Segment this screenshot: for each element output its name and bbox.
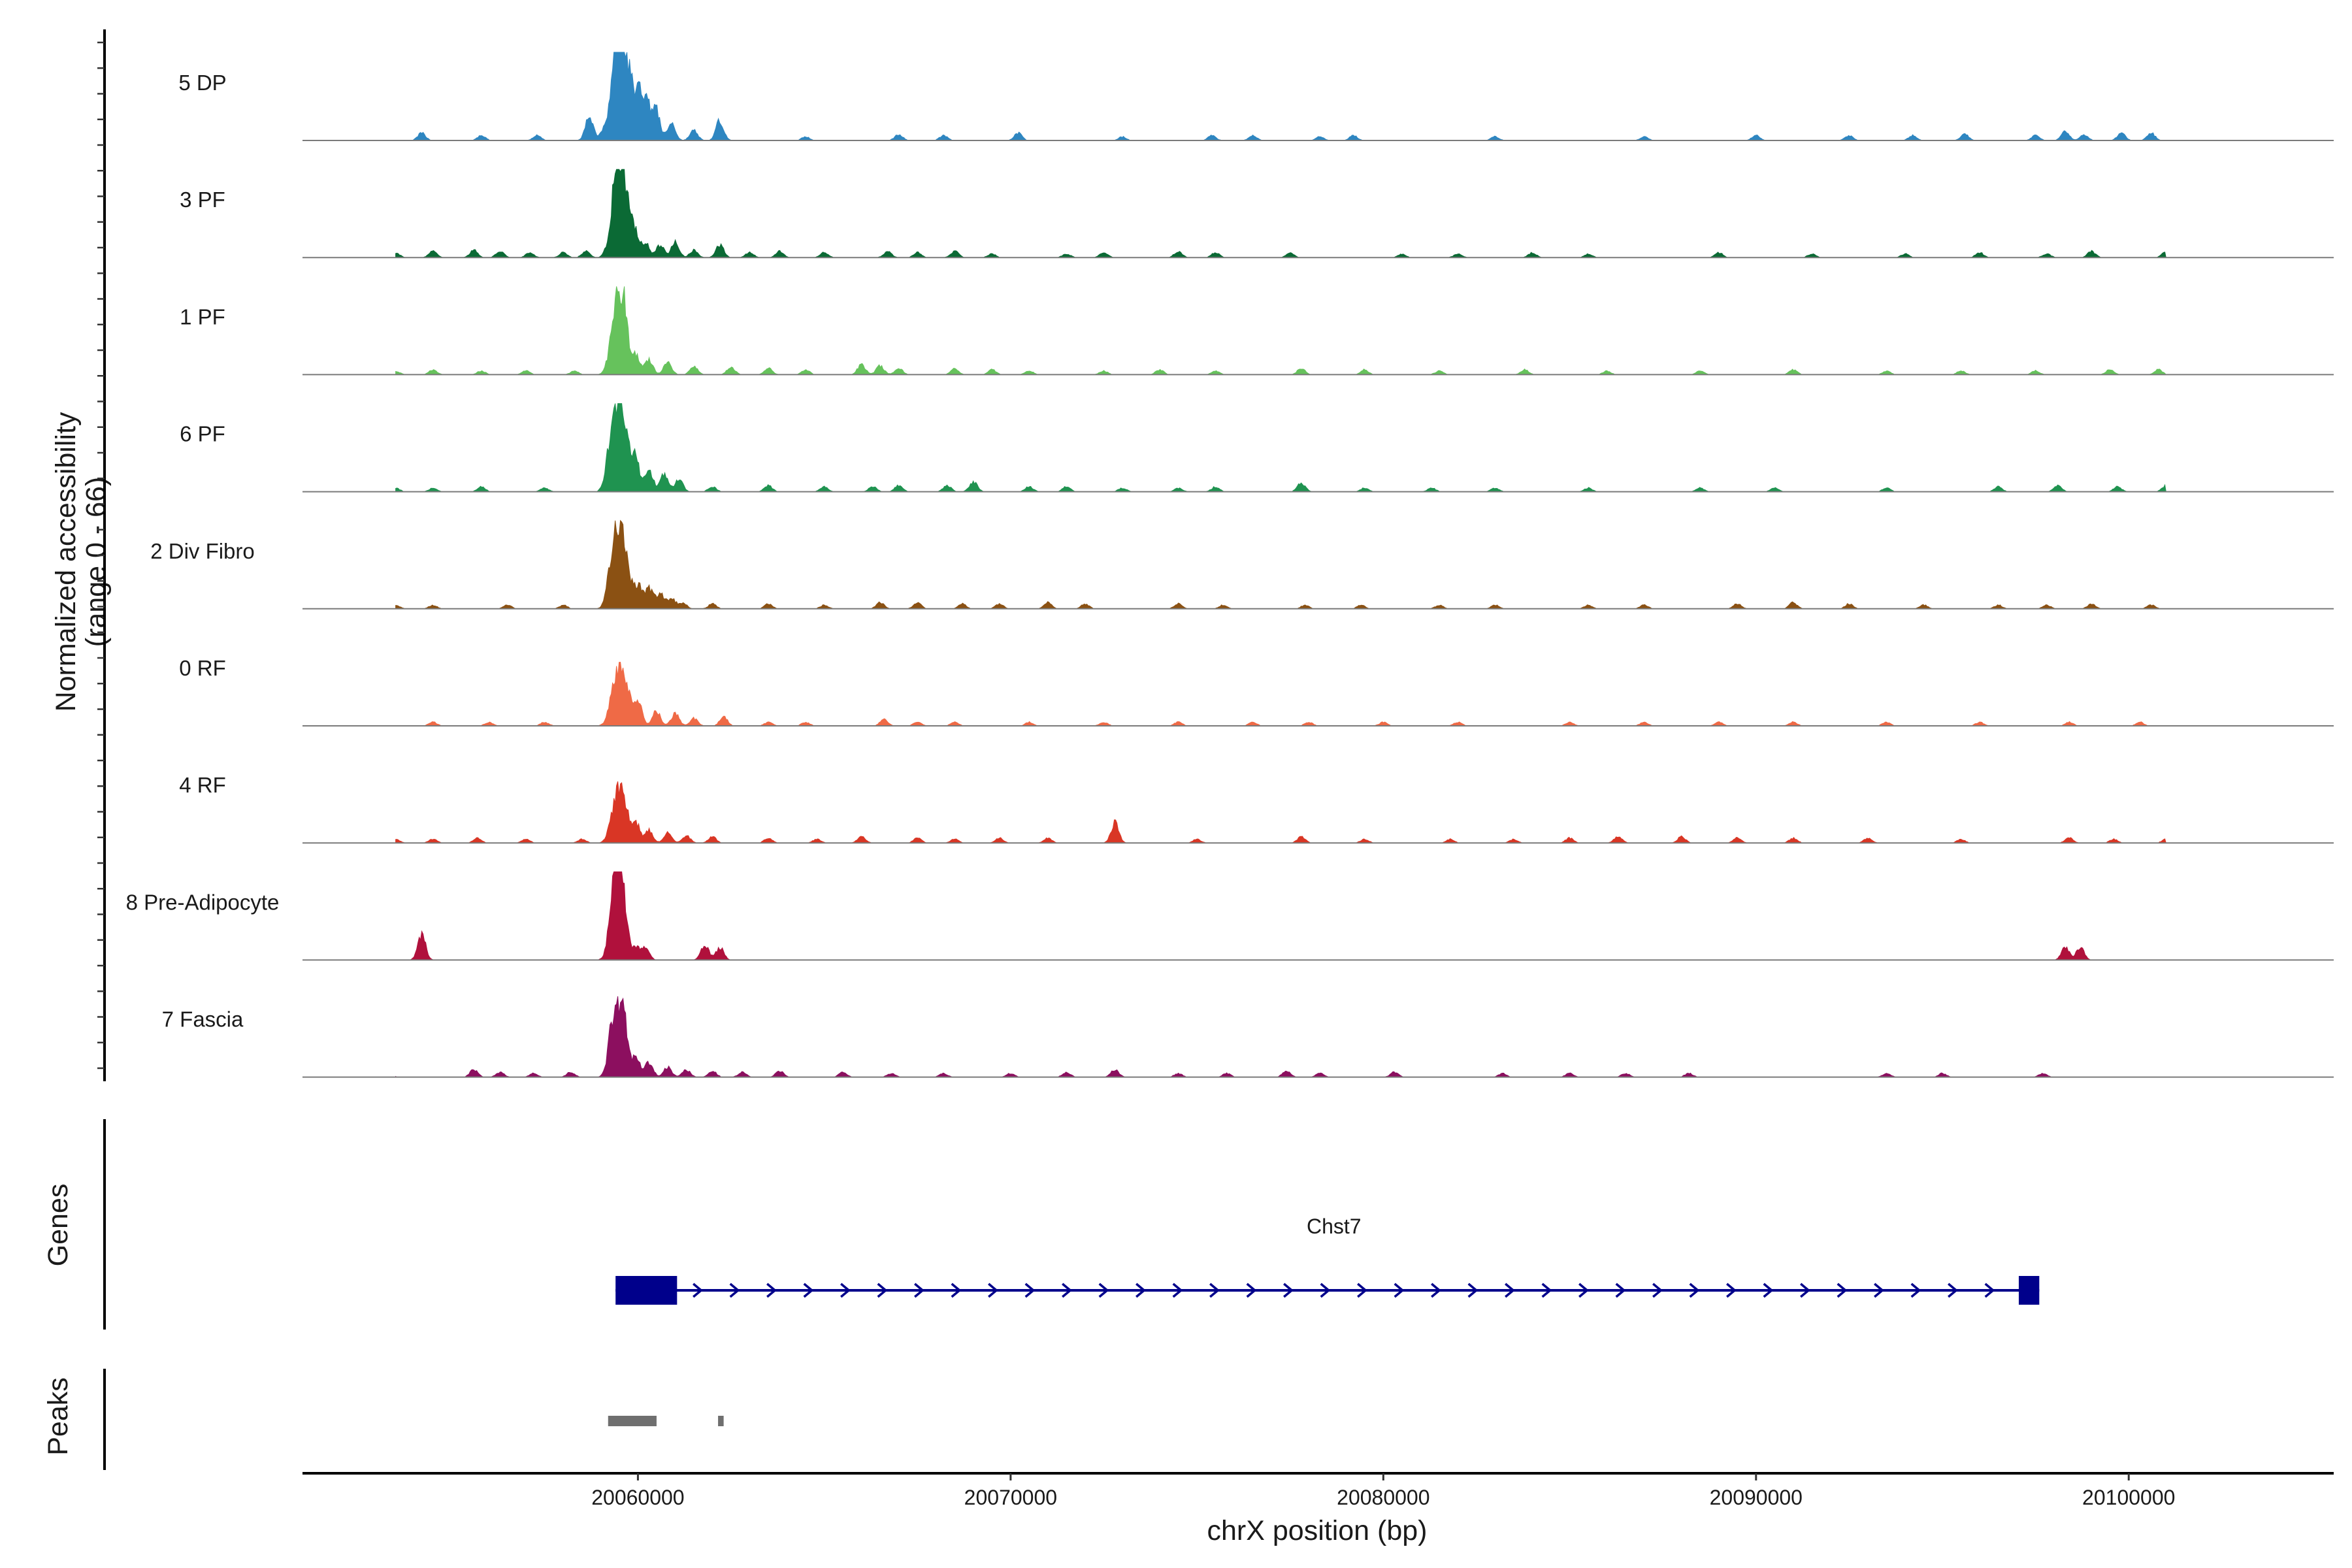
strand-arrow <box>1837 1282 1848 1298</box>
strand-arrow <box>1209 1282 1220 1298</box>
strand-arrow <box>1283 1282 1294 1298</box>
coverage-track: 4 RF <box>179 773 2334 844</box>
strand-arrow <box>1874 1282 1884 1298</box>
track-label: 8 Pre-Adipocyte <box>126 890 280 914</box>
x-tick-label: 20090000 <box>1710 1486 1803 1509</box>
strand-arrow <box>1135 1282 1146 1298</box>
x-tick-label: 20100000 <box>2082 1486 2175 1509</box>
strand-arrow <box>988 1282 998 1298</box>
strand-arrow <box>1320 1282 1331 1298</box>
coverage-track: 2 Div Fibro <box>150 519 2334 610</box>
x-axis-title: chrX position (bp) <box>1207 1515 1428 1546</box>
strand-arrow <box>1098 1282 1109 1298</box>
track-label: 7 Fascia <box>162 1007 244 1032</box>
genes-panel-title: Genes <box>42 1184 74 1267</box>
strand-arrow <box>1062 1282 1072 1298</box>
track-label: 6 PF <box>180 422 225 446</box>
x-tick-label: 20080000 <box>1337 1486 1429 1509</box>
track-label: 2 Div Fibro <box>150 539 255 563</box>
strand-arrow <box>1689 1282 1700 1298</box>
strand-arrow <box>1578 1282 1589 1298</box>
strand-arrow <box>1763 1282 1774 1298</box>
strand-arrow <box>693 1282 703 1298</box>
peaks-panel-title: Peaks <box>42 1377 74 1456</box>
plot-layer: 5 DP 3 PF 1 PF 6 PF 2 Div Fibro 0 RF 4 RF 8 Pre… <box>97 29 2334 1509</box>
strand-arrow <box>1541 1282 1552 1298</box>
y-axis-title: Normalized accessibility(range 0 - 66) <box>50 412 112 711</box>
track-label: 5 DP <box>178 71 226 95</box>
coverage-track: 3 PF <box>180 169 2334 259</box>
strand-arrow <box>1615 1282 1626 1298</box>
gene-exon <box>2018 1276 2040 1305</box>
track-label: 1 PF <box>180 304 225 329</box>
strand-arrow <box>1652 1282 1663 1298</box>
coverage-track: 1 PF <box>180 286 2334 376</box>
peak-region <box>718 1416 724 1426</box>
x-tick-label: 20060000 <box>591 1486 684 1509</box>
strand-arrow <box>1246 1282 1257 1298</box>
strand-arrow <box>1431 1282 1441 1298</box>
strand-arrow <box>1172 1282 1183 1298</box>
strand-arrow <box>1984 1282 1995 1298</box>
track-label: 4 RF <box>179 773 226 797</box>
strand-arrow <box>840 1282 851 1298</box>
strand-arrow <box>1357 1282 1367 1298</box>
strand-arrow <box>729 1282 740 1298</box>
strand-arrow <box>914 1282 924 1298</box>
strand-arrow <box>951 1282 962 1298</box>
strand-arrow <box>1467 1282 1478 1298</box>
y-axis-title-line: Normalized accessibility <box>50 412 82 711</box>
gene-name-label: Chst7 <box>1307 1215 1362 1238</box>
coverage-track: 0 RF <box>179 656 2334 727</box>
strand-arrow <box>766 1282 777 1298</box>
coverage-track: 5 DP <box>178 52 2334 141</box>
x-tick-label: 20070000 <box>964 1486 1057 1509</box>
strand-arrow <box>1800 1282 1810 1298</box>
y-axis-title-line: (range 0 - 66) <box>80 477 112 647</box>
strand-arrow <box>1726 1282 1737 1298</box>
strand-arrow <box>1910 1282 1921 1298</box>
strand-arrow <box>877 1282 888 1298</box>
track-label: 0 RF <box>179 656 226 680</box>
strand-arrow <box>803 1282 814 1298</box>
track-label: 3 PF <box>180 188 225 212</box>
gene-model: Chst7 <box>615 1215 2040 1305</box>
gene-exon <box>615 1276 678 1305</box>
coverage-track: 8 Pre-Adipocyte <box>126 871 2334 961</box>
strand-arrow <box>1505 1282 1515 1298</box>
strand-arrow <box>1948 1282 1958 1298</box>
strand-arrow <box>1024 1282 1036 1298</box>
peak-region <box>608 1416 657 1426</box>
coverage-track: 6 PF <box>180 403 2334 493</box>
coverage-track: 7 Fascia <box>162 996 2334 1078</box>
strand-arrow <box>1394 1282 1405 1298</box>
